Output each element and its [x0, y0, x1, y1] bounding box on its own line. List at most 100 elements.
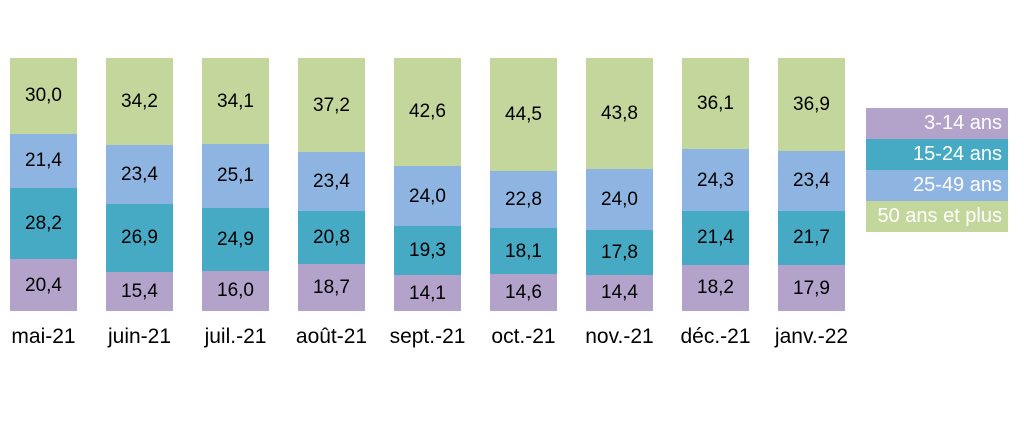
segment-value-label: 18,7: [313, 276, 350, 298]
bar-segment: 24,0: [394, 165, 461, 227]
bar-segment: 36,1: [682, 58, 749, 150]
segment-value-label: 15,4: [121, 280, 158, 302]
segment-value-label: 24,3: [697, 169, 734, 191]
category-label: mai-21: [11, 325, 76, 348]
bar-segment: 18,1: [490, 228, 557, 275]
category-label: oct.-21: [491, 325, 556, 348]
category-label: sept.-21: [389, 325, 466, 348]
segment-value-label: 19,3: [409, 240, 446, 262]
bar-segment: 14,1: [394, 275, 461, 311]
bar-segment: 15,4: [106, 271, 173, 311]
bar-segment: 21,4: [10, 133, 77, 189]
bar-column: 42,6 24,0 19,3 14,1 sept.-21: [390, 58, 465, 349]
legend-item: 50 ans et plus: [866, 201, 1008, 232]
segment-value-label: 24,0: [601, 188, 638, 210]
segment-value-label: 14,4: [601, 282, 638, 304]
segment-value-label: 21,4: [25, 150, 62, 172]
stacked-bar: 36,1 24,3 21,4 18,2: [682, 58, 749, 311]
segment-value-label: 18,2: [697, 277, 734, 299]
segment-value-label: 24,9: [217, 228, 254, 250]
segment-value-label: 16,0: [217, 280, 254, 302]
stacked-bar: 42,6 24,0 19,3 14,1: [394, 58, 461, 311]
bar-segment: 25,1: [202, 144, 269, 208]
category-label: juin-21: [107, 325, 172, 348]
bar-segment: 14,4: [586, 274, 653, 311]
bar-column: 30,0 21,4 28,2 20,4 mai-21: [10, 58, 77, 349]
segment-value-label: 37,2: [313, 94, 350, 116]
bar-segment: 34,2: [106, 58, 173, 145]
category-label: janv.-22: [774, 325, 849, 348]
segment-value-label: 17,9: [793, 277, 830, 299]
segment-value-label: 43,8: [601, 102, 638, 124]
bar-segment: 28,2: [10, 188, 77, 260]
bar-segment: 16,0: [202, 270, 269, 311]
bar-segment: 26,9: [106, 203, 173, 272]
legend-item: 25-49 ans: [866, 170, 1008, 201]
bar-segment: 19,3: [394, 226, 461, 276]
category-label: août-21: [295, 325, 368, 348]
legend: 3-14 ans 15-24 ans 25-49 ans 50 ans et plus: [866, 108, 1008, 232]
bar-column: 44,5 22,8 18,1 14,6 oct.-21: [490, 58, 557, 349]
segment-value-label: 20,8: [313, 226, 350, 248]
segment-value-label: 44,5: [505, 103, 542, 125]
stacked-bar: 34,1 25,1 24,9 16,0: [202, 58, 269, 311]
legend-item: 3-14 ans: [866, 108, 1008, 139]
segment-value-label: 24,0: [409, 185, 446, 207]
bar-column: 37,2 23,4 20,8 18,7 août-21: [295, 58, 368, 349]
bar-segment: 20,4: [10, 259, 77, 311]
stacked-bar: 36,9 23,4 21,7 17,9: [778, 58, 845, 311]
bar-segment: 24,9: [202, 207, 269, 271]
category-label: nov.-21: [585, 325, 654, 348]
bar-segment: 34,1: [202, 58, 269, 145]
stacked-bar: 43,8 24,0 17,8 14,4: [586, 58, 653, 311]
bar-segment: 20,8: [298, 211, 365, 264]
segment-value-label: 14,6: [505, 282, 542, 303]
segment-value-label: 42,6: [409, 101, 446, 123]
segment-value-label: 34,1: [217, 90, 254, 112]
stacked-bar: 44,5 22,8 18,1 14,6: [490, 58, 557, 311]
bar-segment: 43,8: [586, 58, 653, 169]
segment-value-label: 17,8: [601, 241, 638, 263]
bar-segment: 44,5: [490, 58, 557, 171]
bar-column: 36,9 23,4 21,7 17,9 janv.-22: [774, 58, 849, 349]
bar-column: 36,1 24,3 21,4 18,2 déc.-21: [680, 58, 751, 349]
bar-segment: 14,6: [490, 274, 557, 311]
category-label: déc.-21: [680, 325, 751, 348]
segment-value-label: 14,1: [409, 282, 446, 304]
bar-segment: 30,0: [10, 58, 77, 134]
segment-value-label: 23,4: [121, 163, 158, 185]
bar-segment: 21,4: [682, 210, 749, 265]
bar-segment: 18,7: [298, 263, 365, 311]
bar-segment: 17,8: [586, 229, 653, 275]
segment-value-label: 34,2: [121, 90, 158, 112]
bar-segment: 42,6: [394, 58, 461, 166]
segment-value-label: 22,8: [505, 188, 542, 210]
bar-segment: 23,4: [106, 144, 173, 204]
segment-value-label: 21,7: [793, 227, 830, 249]
bar-segment: 36,9: [778, 58, 845, 152]
bar-segment: 22,8: [490, 170, 557, 229]
legend-item: 15-24 ans: [866, 139, 1008, 170]
segment-value-label: 23,4: [793, 170, 830, 192]
bar-segment: 24,0: [586, 168, 653, 230]
category-label: juil.-21: [204, 325, 267, 348]
segment-value-label: 30,0: [25, 85, 62, 107]
bar-segment: 21,7: [778, 210, 845, 266]
bar-segment: 23,4: [298, 152, 365, 212]
segment-value-label: 28,2: [25, 213, 62, 235]
segment-value-label: 23,4: [313, 171, 350, 193]
segment-value-label: 21,4: [697, 227, 734, 249]
segment-value-label: 20,4: [25, 274, 62, 296]
bar-segment: 17,9: [778, 265, 845, 311]
segment-value-label: 26,9: [121, 227, 158, 249]
segment-value-label: 36,9: [793, 94, 830, 116]
bar-column: 43,8 24,0 17,8 14,4 nov.-21: [585, 58, 654, 349]
bar-segment: 18,2: [682, 264, 749, 311]
segment-value-label: 25,1: [217, 165, 254, 187]
bar-segment: 23,4: [778, 151, 845, 211]
segment-value-label: 36,1: [697, 93, 734, 115]
plot-area: 30,0 21,4 28,2 20,4 mai-21 34,2 23,4 26,9 15,4 ju…: [10, 58, 849, 349]
bar-column: 34,1 25,1 24,9 16,0 juil.-21: [202, 58, 269, 349]
segment-value-label: 18,1: [505, 240, 542, 262]
